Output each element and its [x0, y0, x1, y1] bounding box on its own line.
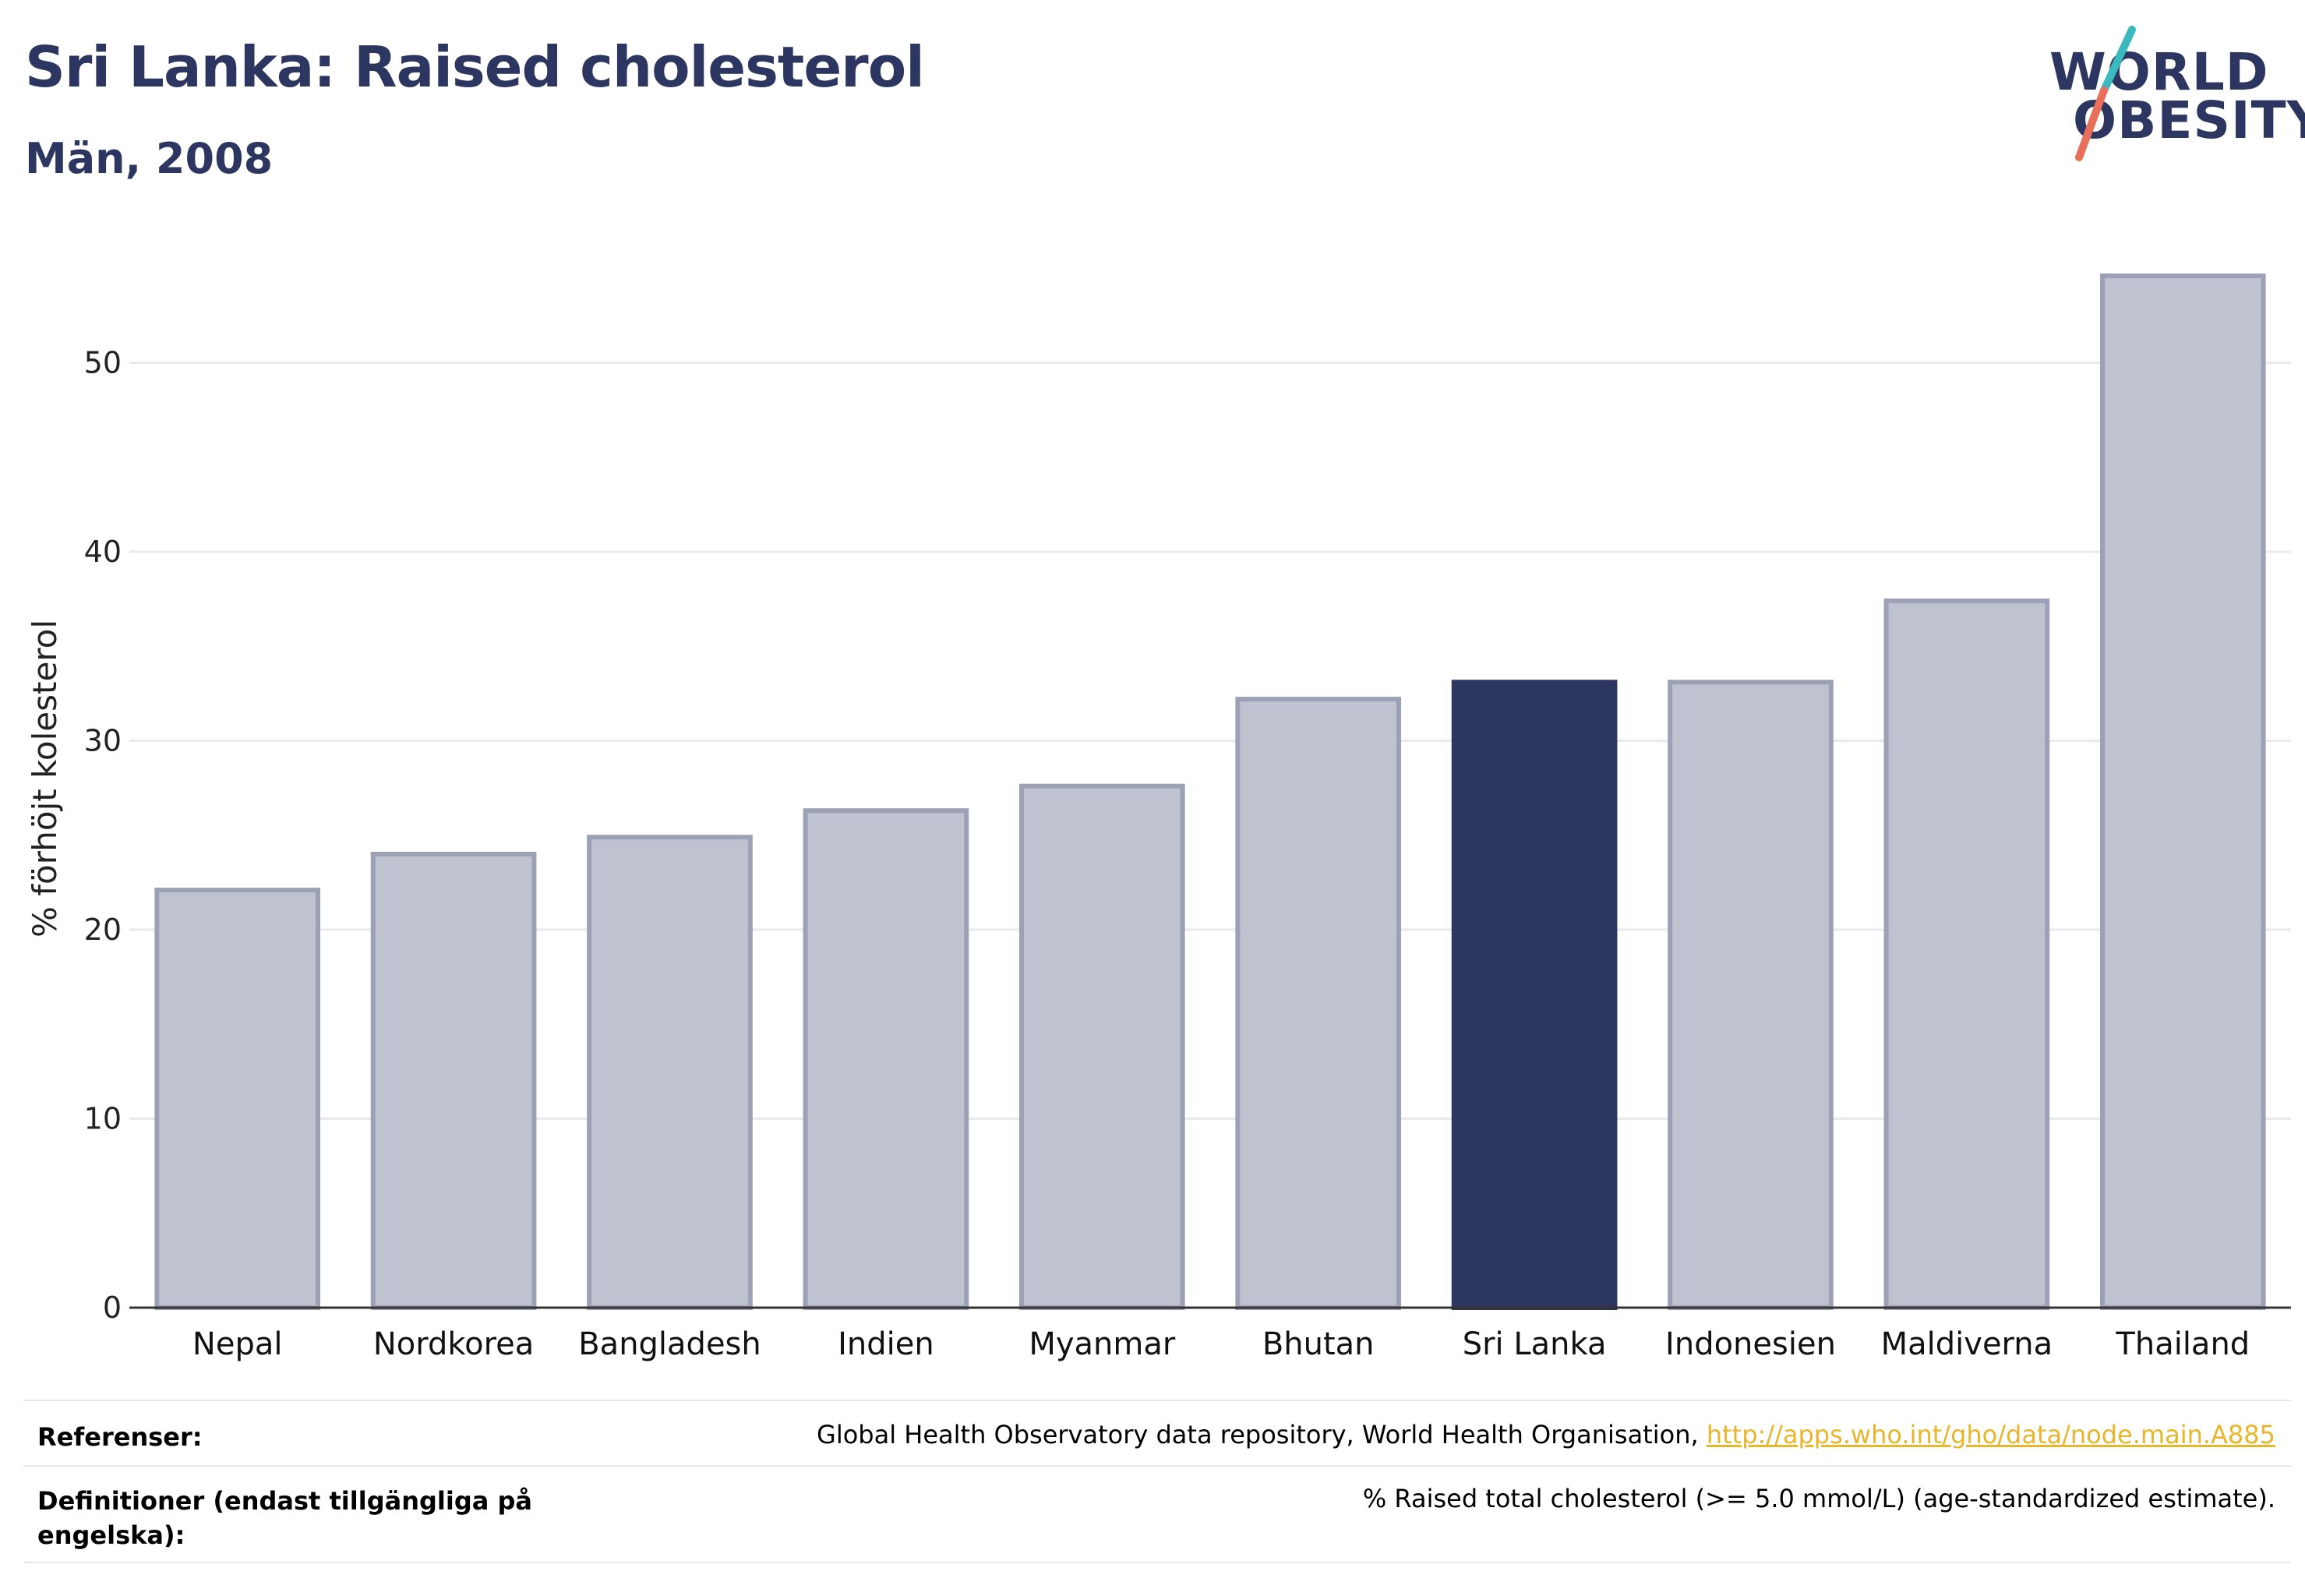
y-tick-label: 50	[84, 346, 122, 380]
footer-divider-middle	[23, 1465, 2291, 1467]
references-label: Referenser:	[37, 1422, 203, 1452]
x-tick-label: Nordkorea	[373, 1326, 534, 1362]
x-tick-label: Sri Lanka	[1463, 1326, 1607, 1362]
bar	[1235, 697, 1402, 1310]
bar	[154, 888, 321, 1310]
references-value: Global Health Observatory data repositor…	[817, 1420, 2275, 1449]
y-tick-label: 20	[84, 913, 122, 947]
x-tick-label: Bangladesh	[578, 1326, 761, 1362]
references-link[interactable]: http://apps.who.int/gho/data/node.main.A…	[1706, 1420, 2275, 1449]
bar	[1883, 598, 2050, 1310]
y-tick-label: 30	[84, 724, 122, 758]
bar	[370, 852, 537, 1310]
y-tick-label: 40	[84, 535, 122, 569]
chart-subtitle: Män, 2008	[25, 134, 274, 183]
x-tick-label: Bhutan	[1262, 1326, 1375, 1362]
footer-divider-top	[23, 1400, 2291, 1401]
logo-slash-icon	[2075, 26, 2136, 161]
y-tick-label: 10	[84, 1102, 122, 1136]
x-tick-label: Nepal	[192, 1326, 283, 1362]
world-obesity-logo: WORLD OBESITY	[2042, 23, 2305, 164]
x-tick-label: Indonesien	[1665, 1326, 1836, 1362]
definitions-value: % Raised total cholesterol (>= 5.0 mmol/…	[1362, 1484, 2275, 1513]
y-tick-label: 0	[103, 1291, 122, 1325]
logo-text-line1: WORLD	[2049, 42, 2269, 102]
x-tick-label: Myanmar	[1029, 1326, 1176, 1362]
x-tick-label: Thailand	[2115, 1326, 2250, 1362]
logo-text-line2: OBESITY	[2073, 90, 2305, 150]
bar	[1451, 680, 1618, 1310]
bar	[2099, 273, 2266, 1311]
footer-divider-bottom	[23, 1562, 2291, 1563]
references-text: Global Health Observatory data repositor…	[817, 1420, 1707, 1449]
y-axis-title: % förhöjt kolesterol	[26, 620, 64, 937]
x-tick-label: Maldiverna	[1881, 1326, 2053, 1362]
bar	[587, 835, 753, 1311]
chart-title: Sri Lanka: Raised cholesterol	[25, 34, 925, 100]
bar	[803, 808, 969, 1310]
bar	[1668, 680, 1834, 1310]
x-tick-label: Indien	[838, 1326, 934, 1362]
definitions-label: Definitioner (endast tillgängliga på eng…	[37, 1486, 532, 1550]
bar	[1018, 783, 1185, 1310]
bar-chart: 0 10 20 30 40 50 % förhöjt kolesterol Nepal Nord…	[26, 273, 2291, 1362]
